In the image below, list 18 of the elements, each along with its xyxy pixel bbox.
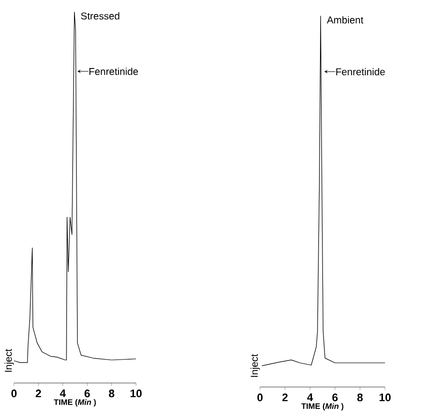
x-tick-label: 0 (11, 390, 17, 398)
x-tick-label: 2 (36, 390, 42, 398)
x-tick-label: 6 (332, 394, 338, 402)
x-tick-label: 0 (257, 394, 263, 402)
x-tick-label: 2 (282, 394, 288, 402)
x-tick-label: 4 (307, 394, 313, 402)
x-tick-label: 4 (60, 390, 66, 398)
x-tick-label: 6 (84, 390, 90, 398)
x-tick-label: 10 (130, 390, 142, 398)
annotation: Fenretinide (336, 68, 385, 76)
chart-title: Ambient (326, 16, 364, 24)
y-axis-title: Inject (4, 348, 14, 372)
annotation: Fenretinide (89, 68, 138, 76)
x-tick-label: 8 (357, 394, 363, 402)
x-tick-label: 8 (108, 390, 114, 398)
y-axis-title: Inject (250, 354, 260, 377)
chart-title: Stressed (81, 12, 120, 20)
x-tick-label: 10 (380, 394, 391, 402)
